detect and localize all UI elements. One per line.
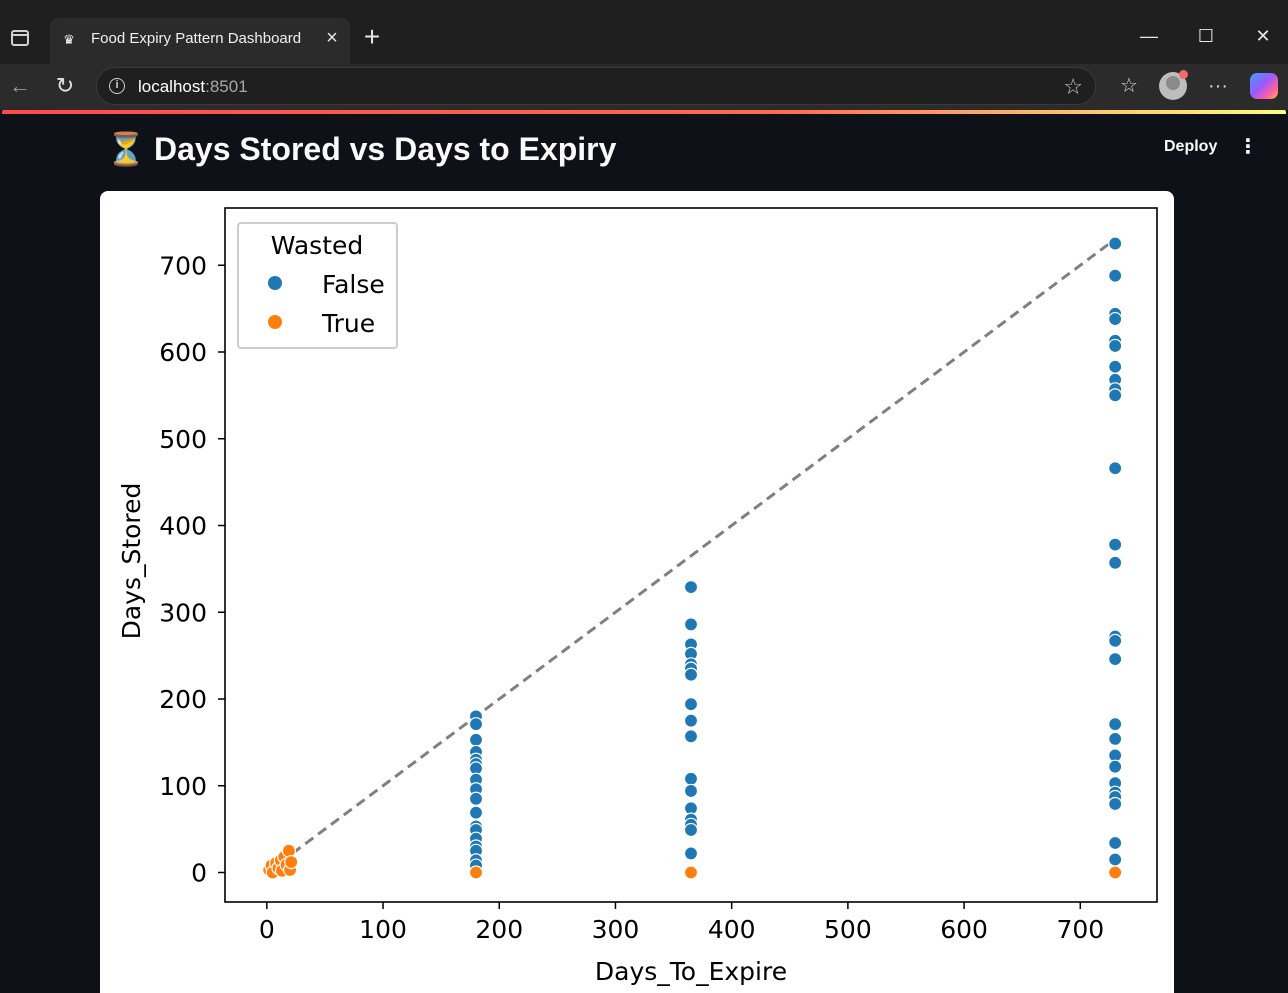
scatter-point-false — [1108, 268, 1123, 283]
browser-tab[interactable]: ♛ Food Expiry Pattern Dashboard × — [50, 18, 350, 64]
scatter-point-false — [1108, 555, 1123, 570]
scatter-point-false — [683, 697, 699, 712]
x-tick-label: 700 — [1056, 915, 1104, 944]
reference-diagonal-line — [265, 238, 1117, 874]
bookmark-star-icon[interactable]: ☆ — [1063, 74, 1083, 99]
y-tick-label: 600 — [159, 338, 207, 367]
x-axis-label: Days_To_Expire — [595, 957, 787, 986]
scatter-chart: 0 100 200 300 400 500 600 700 0 100 200 300 400 500 6… — [117, 207, 1158, 986]
x-tick-label: 500 — [824, 915, 872, 944]
scatter-point-false — [683, 579, 699, 595]
streamlit-favicon-icon: ♛ — [63, 32, 75, 47]
y-tick-label: 300 — [159, 598, 207, 627]
window-menu-icon[interactable] — [11, 30, 29, 46]
scatter-point-false — [1108, 461, 1123, 476]
legend-true-label: True — [321, 309, 375, 338]
y-tick-label: 700 — [159, 251, 207, 280]
scatter-point-false — [1108, 359, 1123, 374]
scatter-point-true — [683, 865, 699, 880]
url-host: localhost — [138, 77, 206, 96]
deploy-button[interactable]: Deploy — [1164, 138, 1218, 155]
url-text[interactable]: localhost:8501 — [138, 77, 248, 97]
y-axis-ticks: 0 100 200 300 400 500 600 700 — [159, 251, 225, 888]
scatter-point-false — [1108, 796, 1123, 812]
scatter-point-false — [1108, 731, 1123, 747]
scatter-point-false — [683, 729, 699, 744]
scatter-point-false — [468, 717, 484, 732]
scatter-point-false — [1108, 759, 1123, 774]
scatter-point-false — [1108, 338, 1123, 354]
copilot-icon[interactable] — [1250, 73, 1278, 99]
scatter-points — [262, 236, 1123, 880]
browser-tab-strip: ♛ Food Expiry Pattern Dashboard × + — ☐ … — [0, 0, 1288, 64]
new-tab-button[interactable]: + — [363, 21, 381, 52]
y-tick-label: 400 — [159, 512, 207, 541]
address-bar[interactable]: i localhost:8501 ☆ — [96, 67, 1096, 105]
x-tick-label: 200 — [475, 915, 523, 944]
legend-false-label: False — [322, 270, 385, 299]
legend: Wasted False True — [237, 222, 398, 349]
scatter-point-false — [683, 667, 699, 682]
main-menu-icon[interactable]: ⋮ — [1238, 136, 1258, 158]
y-tick-label: 100 — [159, 772, 207, 801]
x-tick-label: 300 — [592, 915, 640, 944]
legend-title: Wasted — [271, 231, 364, 260]
scatter-point-false — [1108, 633, 1123, 648]
x-tick-label: 0 — [259, 915, 275, 944]
scatter-point-false — [1108, 835, 1123, 851]
x-axis-ticks: 0 100 200 300 400 500 600 700 — [259, 902, 1104, 944]
reload-icon[interactable]: ↻ — [55, 73, 75, 98]
y-axis-label: Days_Stored — [117, 483, 146, 640]
more-options-icon[interactable]: ··· — [1208, 75, 1228, 97]
hourglass-icon: ⏳ — [106, 131, 146, 167]
chart-card: 0 100 200 300 400 500 600 700 0 100 200 300 400 500 6… — [100, 191, 1174, 993]
scatter-point-false — [683, 617, 699, 632]
scatter-point-false — [468, 791, 484, 806]
url-port: :8501 — [205, 77, 248, 96]
y-tick-label: 0 — [191, 859, 207, 888]
scatter-point-false — [1108, 236, 1123, 251]
scatter-point-false — [683, 822, 699, 838]
scatter-point-false — [1108, 852, 1123, 867]
scatter-point-false — [1108, 717, 1123, 732]
tab-close-icon[interactable]: × — [326, 27, 338, 49]
app-header-decoration — [2, 110, 1286, 114]
y-tick-label: 200 — [159, 685, 207, 714]
address-toolbar: ← ↻ i localhost:8501 ☆ ☆ ··· — [0, 64, 1288, 110]
scatter-point-false — [683, 771, 699, 786]
scatter-point-true — [284, 854, 299, 870]
scatter-point-false — [1108, 652, 1123, 667]
maximize-button[interactable]: ☐ — [1197, 26, 1215, 46]
scatter-point-false — [468, 805, 484, 820]
legend-false-marker — [268, 276, 282, 290]
x-tick-label: 600 — [940, 915, 988, 944]
scatter-point-false — [683, 783, 699, 799]
favorites-icon[interactable]: ☆ — [1120, 75, 1138, 97]
scatter-point-true — [468, 865, 484, 880]
scatter-point-false — [1108, 311, 1123, 327]
page-title: ⏳ Days Stored vs Days to Expiry — [106, 130, 616, 168]
site-info-icon[interactable]: i — [109, 78, 125, 94]
x-tick-label: 100 — [359, 915, 407, 944]
legend-true-marker — [268, 315, 282, 329]
page-title-text: Days Stored vs Days to Expiry — [154, 131, 617, 167]
close-window-button[interactable]: ✕ — [1255, 26, 1271, 46]
y-tick-label: 500 — [159, 425, 207, 454]
tab-title: Food Expiry Pattern Dashboard — [91, 30, 302, 47]
scatter-point-false — [683, 846, 699, 861]
x-tick-label: 400 — [708, 915, 756, 944]
scatter-point-false — [683, 713, 699, 728]
back-arrow-icon[interactable]: ← — [9, 73, 31, 98]
scatter-point-false — [1108, 537, 1123, 552]
minimize-button[interactable]: — — [1140, 26, 1158, 46]
profile-notification-dot — [1179, 70, 1188, 79]
scatter-point-true — [1108, 865, 1123, 880]
scatter-point-false — [468, 732, 484, 747]
scatter-point-false — [1108, 388, 1123, 403]
